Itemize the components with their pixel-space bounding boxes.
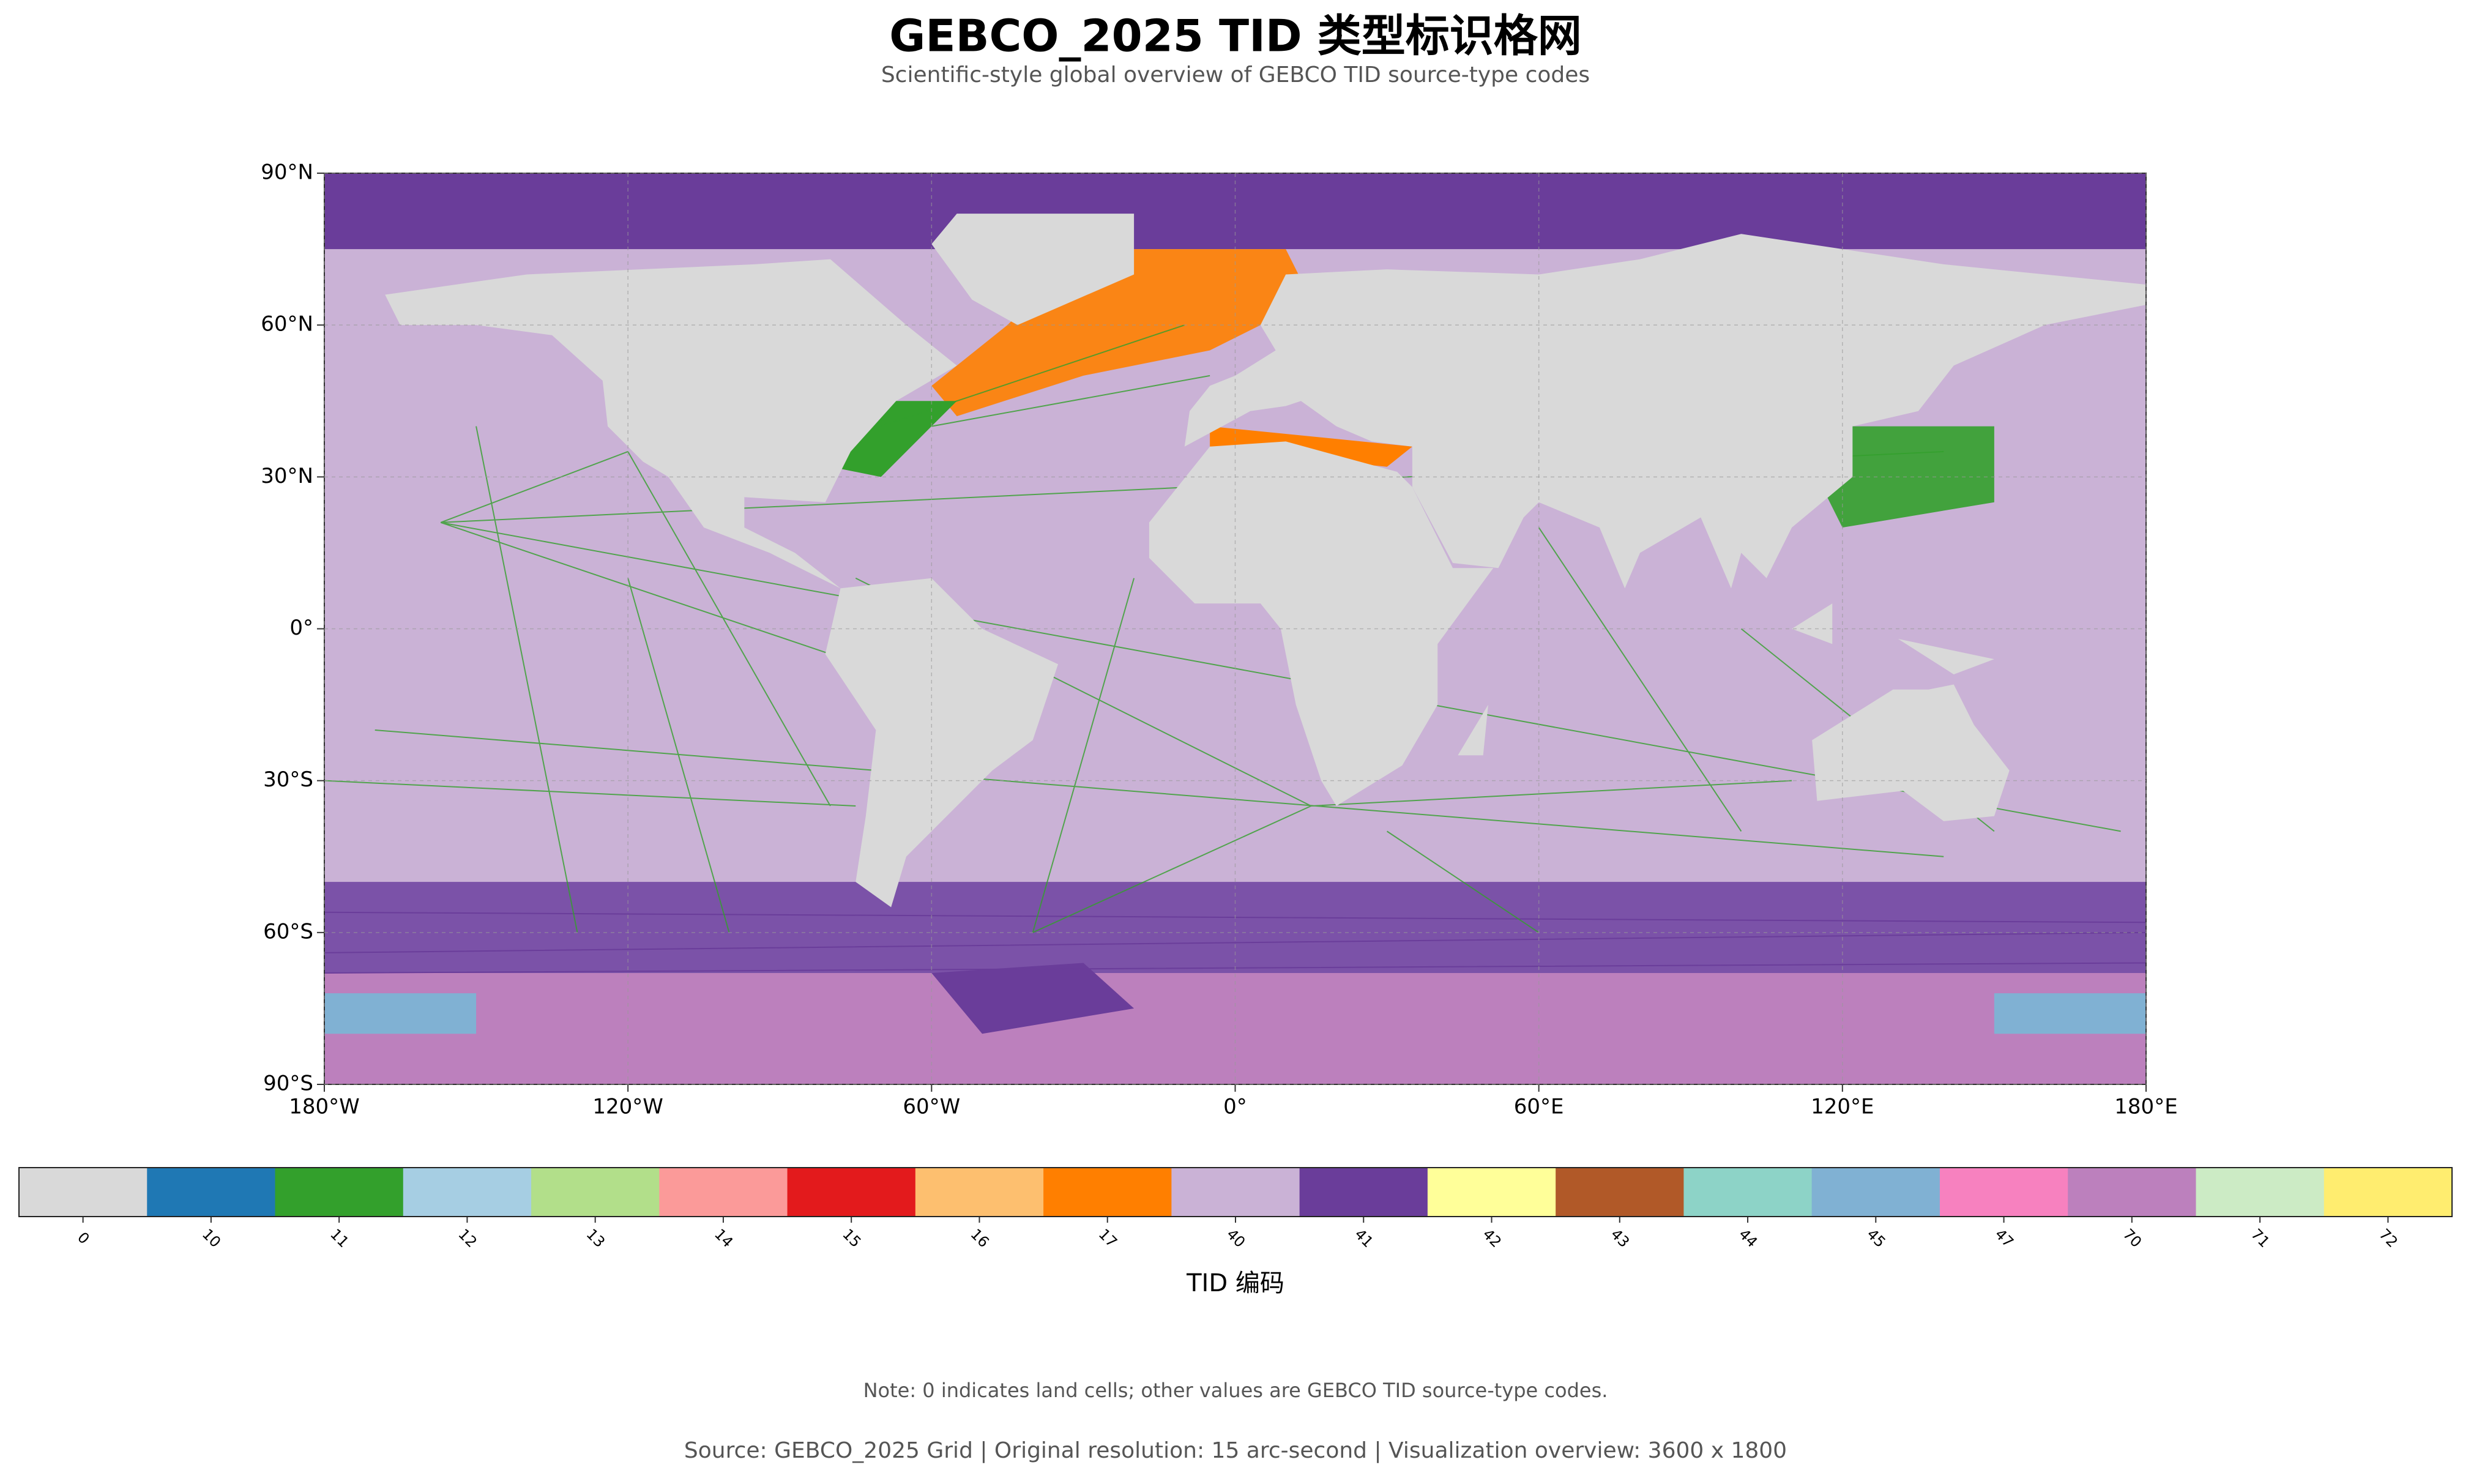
colorbar-tick-label: 70 [2120, 1226, 2145, 1251]
colorbar-tick-label: 42 [1480, 1226, 1505, 1251]
x-tick-label: 120°W [592, 1095, 663, 1119]
y-tick-label: 60°S [263, 919, 313, 944]
y-tick-label: 0° [289, 616, 313, 640]
y-tick-label: 90°N [261, 160, 313, 185]
x-tick-label: 180°E [2114, 1095, 2177, 1119]
x-tick-label: 120°E [1811, 1095, 1874, 1119]
colorbar-swatch [2068, 1168, 2196, 1217]
colorbar-swatch [1683, 1168, 1813, 1217]
colorbar-swatch [787, 1168, 916, 1217]
colorbar-tick-label: 15 [839, 1226, 864, 1251]
colorbar-tick-label: 11 [327, 1226, 352, 1251]
colorbar-tick-label: 45 [1863, 1226, 1888, 1251]
colorbar-tick-label: 43 [1608, 1226, 1633, 1251]
colorbar-swatch [147, 1168, 276, 1217]
colorbar-swatch [403, 1168, 532, 1217]
colorbar-swatch [531, 1168, 660, 1217]
y-tick-label: 30°S [263, 767, 313, 792]
x-tick-label: 0° [1223, 1095, 1247, 1119]
colorbar-swatch [659, 1168, 788, 1217]
y-tick-label: 30°N [261, 464, 313, 488]
colorbar-tick-label: 14 [711, 1226, 736, 1251]
colorbar-swatch [275, 1168, 404, 1217]
colorbar-swatch [2324, 1168, 2453, 1217]
colorbar-tick-label: 17 [1095, 1226, 1120, 1251]
colorbar-label: TID 编码 [1186, 1269, 1284, 1297]
colorbar-swatch [1299, 1168, 1428, 1217]
colorbar-swatch [1171, 1168, 1300, 1217]
note: Note: 0 indicates land cells; other valu… [863, 1379, 1608, 1402]
colorbar-swatch [1427, 1168, 1556, 1217]
colorbar-swatch [1043, 1168, 1172, 1217]
x-tick-label: 180°W [289, 1095, 360, 1119]
subtitle: Scientific-style global overview of GEBC… [881, 62, 1590, 88]
colorbar-frame [18, 1167, 2453, 1217]
colorbar-tick-label: 13 [583, 1226, 608, 1251]
colorbar-tick-label: 71 [2248, 1226, 2273, 1251]
x-tick-label: 60°W [903, 1095, 960, 1119]
colorbar-swatch [1811, 1168, 1940, 1217]
colorbar-swatch [2196, 1168, 2325, 1217]
colorbar-tick-label: 16 [967, 1226, 992, 1251]
colorbar-swatch [915, 1168, 1044, 1217]
y-tick-label: 60°N [261, 312, 313, 337]
colorbar-tick-label: 47 [1992, 1226, 2017, 1251]
colorbar-tick-label: 0 [74, 1229, 93, 1248]
colorbar-tick-label: 44 [1735, 1226, 1761, 1251]
title: GEBCO_2025 TID 类型标识格网 [889, 10, 1581, 62]
y-tick-label: 90°S [263, 1072, 313, 1096]
colorbar-tick-label: 72 [2376, 1226, 2401, 1251]
source: Source: GEBCO_2025 Grid | Original resol… [684, 1438, 1787, 1463]
x-tick-label: 60°E [1514, 1095, 1564, 1119]
colorbar-tick-label: 40 [1223, 1226, 1248, 1251]
colorbar-swatch [19, 1168, 147, 1217]
colorbar-tick-label: 41 [1351, 1226, 1376, 1251]
colorbar-tick-label: 12 [455, 1226, 480, 1251]
colorbar-tick-label: 10 [199, 1226, 224, 1251]
colorbar-swatch [1556, 1168, 1684, 1217]
colorbar-swatch [1939, 1168, 2068, 1217]
